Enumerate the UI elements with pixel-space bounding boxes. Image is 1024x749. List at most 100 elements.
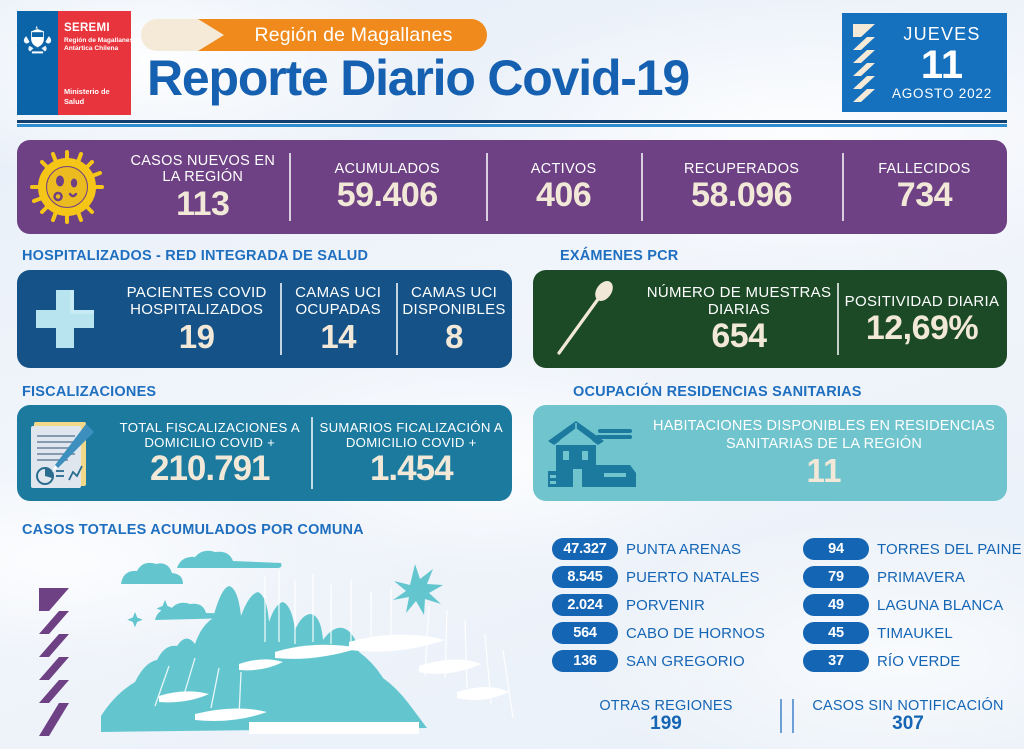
stat-label: FALLECIDOS [878,160,971,177]
mountains-graphic [101,550,514,734]
seremi-logo: SEREMI Región de Magallanes y de la Antá… [17,11,131,115]
coronavirus-icon [30,150,104,224]
stat-recuperados: RECUPERADOS 58.096 [641,149,841,225]
logo-red-band: SEREMI Región de Magallanes y de la Antá… [58,11,131,115]
stat-value: 210.791 [149,449,271,489]
footer-value: 199 [650,713,682,734]
date-badge: JUEVES 11 AGOSTO 2022 [842,13,1007,112]
comuna-name: PUNTA ARENAS [626,540,742,558]
date-text-block: JUEVES 11 AGOSTO 2022 [883,24,1007,101]
report-header: SEREMI Región de Magallanes y de la Antá… [0,0,1024,128]
list-item: 8.545 PUERTO NATALES [552,566,771,588]
comuna-count-badge: 94 [803,538,869,560]
stat-label: CAMAS UCI DISPONIBLES [402,284,506,318]
comuna-name: PRIMAVERA [877,568,966,586]
list-item: 564 CABO DE HORNOS [552,622,771,644]
stat-acumulados: ACUMULADOS 59.406 [288,149,486,225]
medical-cross-icon-wrap [17,286,113,352]
divider-line-dark [17,120,1007,123]
comuna-column-right: 94 TORRES DEL PAINE 79 PRIMAVERA 49 LAGU… [803,538,1022,686]
stat-label: TOTAL FISCALIZACIONES A DOMICILIO COVID … [119,419,300,450]
logo-region-text: Región de Magallanes y de la Antártica C… [64,37,131,53]
section-title-casos-por-comuna: CASOS TOTALES ACUMULADOS POR COMUNA [22,522,364,538]
swab-icon-wrap [533,279,641,359]
comuna-name: TIMAUKEL [877,624,953,642]
stat-label: POSITIVIDAD DIARIA [844,292,1000,310]
stat-camas-uci-ocupadas: CAMAS UCI OCUPADAS 14 [280,279,396,359]
stat-value: 406 [535,176,592,215]
stat-value: 12,69% [865,308,979,347]
logo-blue-band [17,11,58,115]
stat-value: 59.406 [336,176,439,215]
stat-total-fiscalizaciones: TOTAL FISCALIZACIONES A DOMICILIO COVID … [109,413,311,493]
clipboard-report-icon [31,422,94,488]
chile-coat-of-arms-icon [23,25,52,54]
stat-label: CAMAS UCI OCUPADAS [295,284,382,318]
comuna-count-badge: 8.545 [552,566,618,588]
residencias-label: HABITACIONES DISPONIBLES EN RESIDENCIAS … [653,418,995,452]
comuna-columns: 47.327 PUNTA ARENAS 8.545 PUERTO NATALES… [552,538,1022,686]
comuna-name: PUERTO NATALES [626,568,760,586]
comuna-count-badge: 2.024 [552,594,618,616]
hospital-panel: PACIENTES COVID HOSPITALIZADOS 19 CAMAS … [17,270,512,368]
house-icon-wrap [533,415,651,491]
section-title-hospitalizados: HOSPITALIZADOS - RED INTEGRADA DE SALUD [22,248,369,264]
zigzag-decoration-icon [853,23,875,102]
house-icon [548,421,636,487]
stat-label: ACUMULADOS [334,160,440,177]
logo-seremi-text: SEREMI [64,22,110,34]
main-stats-panel: CASOS NUEVOS EN LA REGIÓN 113 ACUMULADOS… [17,140,1007,234]
footer-casos-sin-notificacion: CASOS SIN NOTIFICACIÓN 307 [794,698,1022,734]
date-day: 11 [920,43,964,87]
stat-label: CASOS NUEVOS EN LA REGIÓN [130,152,276,186]
stat-value: 1.454 [369,449,454,489]
comuna-name: SAN GREGORIO [626,652,745,670]
comuna-count-badge: 79 [803,566,869,588]
pcr-stats-row: NÚMERO DE MUESTRAS DIARIAS 654 POSITIVID… [641,279,1007,359]
comuna-name: CABO DE HORNOS [626,624,765,642]
comuna-count-badge: 37 [803,650,869,672]
logo-ministry-text: Ministerio de Salud [64,87,110,106]
header-divider [17,120,1007,127]
footer-label: CASOS SIN NOTIFICACIÓN [812,698,1004,714]
comuna-count-badge: 49 [803,594,869,616]
stat-positividad-diaria: POSITIVIDAD DIARIA 12,69% [836,279,1007,359]
list-item: 37 RÍO VERDE [803,650,1022,672]
date-month-year: AGOSTO 2022 [891,86,993,101]
comuna-name: PORVENIR [626,596,705,614]
stat-value: 113 [176,184,230,223]
list-item: 79 PRIMAVERA [803,566,1022,588]
footer-divider [780,699,794,733]
stat-muestras-diarias: NÚMERO DE MUESTRAS DIARIAS 654 [641,279,837,359]
comuna-count-badge: 136 [552,650,618,672]
list-item: 2.024 PORVENIR [552,594,771,616]
list-item: 47.327 PUNTA ARENAS [552,538,771,560]
footer-label: OTRAS REGIONES [599,698,733,714]
comuna-name: RÍO VERDE [877,652,961,670]
residencias-value: 11 [806,452,842,489]
footer-otras-regiones: OTRAS REGIONES 199 [552,698,780,734]
torres-del-paine-illustration [17,540,537,740]
date-weekday: JUEVES [903,24,981,44]
coronavirus-icon-wrap [17,150,117,224]
comuna-footer: OTRAS REGIONES 199 CASOS SIN NOTIFICACIÓ… [552,692,1022,740]
fiscalizaciones-stats-row: TOTAL FISCALIZACIONES A DOMICILIO COVID … [109,413,512,493]
stat-value: 734 [896,176,953,215]
comuna-count-badge: 47.327 [552,538,618,560]
list-item: 94 TORRES DEL PAINE [803,538,1022,560]
swab-icon [557,281,613,355]
stat-value: 19 [178,318,215,355]
zigzag-purple-decoration-icon [39,588,69,736]
divider-line-light [17,124,1007,127]
section-title-examenes-pcr: EXÁMENES PCR [560,248,679,264]
hospital-stats-row: PACIENTES COVID HOSPITALIZADOS 19 CAMAS … [113,279,512,359]
stat-label: NÚMERO DE MUESTRAS DIARIAS [646,284,832,318]
comuna-column-left: 47.327 PUNTA ARENAS 8.545 PUERTO NATALES… [552,538,771,686]
stat-pacientes-hospitalizados: PACIENTES COVID HOSPITALIZADOS 19 [113,279,280,359]
list-item: 136 SAN GREGORIO [552,650,771,672]
stat-label: ACTIVOS [530,160,597,177]
comuna-count-badge: 564 [552,622,618,644]
stat-value: 58.096 [691,176,793,215]
region-ribbon: Región de Magallanes [198,19,487,51]
